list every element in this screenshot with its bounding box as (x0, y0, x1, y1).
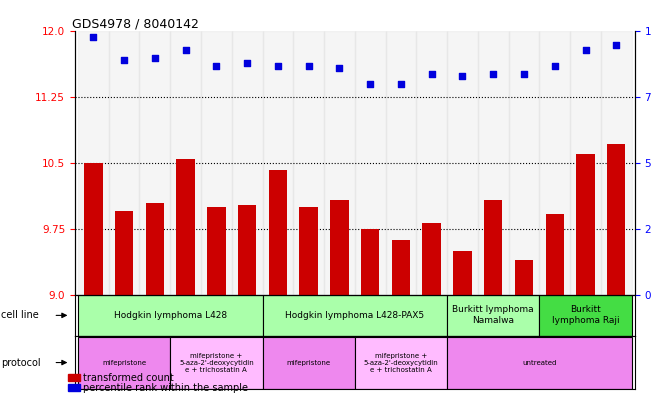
Bar (68, 374, 80, 381)
Point (273, 62, 283, 69)
Bar (201, 31, 232, 295)
Point (303, 62, 314, 69)
Bar (355, 31, 385, 295)
Bar (207, 207, 226, 295)
Bar (109, 31, 139, 295)
Point (396, 81, 406, 87)
Bar (422, 223, 441, 295)
Text: Hodgkin lymphoma L428-PAX5: Hodgkin lymphoma L428-PAX5 (285, 311, 424, 320)
Point (519, 70, 529, 77)
Bar (447, 31, 478, 295)
Bar (417, 31, 447, 295)
Text: Burkitt
lymphoma Raji: Burkitt lymphoma Raji (551, 305, 619, 325)
Text: GDS4978 / 8040142: GDS4978 / 8040142 (72, 17, 199, 30)
Bar (78, 336, 170, 389)
Bar (385, 31, 417, 295)
Point (211, 62, 221, 69)
Bar (478, 31, 508, 295)
Point (150, 55, 160, 61)
Point (611, 42, 622, 48)
Bar (232, 31, 262, 295)
Point (426, 70, 437, 77)
Bar (361, 229, 380, 295)
Bar (607, 144, 626, 295)
Bar (262, 295, 447, 336)
Bar (78, 31, 109, 295)
Bar (269, 170, 287, 295)
Text: mifepristone +
5-aza-2'-deoxycytidin
e + trichostatin A: mifepristone + 5-aza-2'-deoxycytidin e +… (363, 353, 438, 373)
Bar (601, 31, 631, 295)
Point (488, 70, 499, 77)
Text: mifepristone: mifepristone (286, 360, 331, 365)
Text: protocol: protocol (1, 358, 41, 367)
Text: mifepristone: mifepristone (102, 360, 146, 365)
Bar (447, 295, 540, 336)
Point (457, 73, 467, 79)
Point (549, 62, 560, 69)
Point (365, 81, 376, 87)
Bar (139, 31, 170, 295)
Text: untreated: untreated (522, 360, 557, 365)
Bar (78, 295, 262, 336)
Bar (515, 260, 533, 295)
Point (334, 65, 344, 72)
Point (119, 57, 130, 64)
Bar (546, 214, 564, 295)
Text: Burkitt lymphoma
Namalwa: Burkitt lymphoma Namalwa (452, 305, 534, 325)
Bar (176, 159, 195, 295)
Bar (170, 31, 201, 295)
Text: Hodgkin lymphoma L428: Hodgkin lymphoma L428 (114, 311, 227, 320)
Bar (262, 31, 293, 295)
Point (580, 47, 590, 53)
Bar (146, 203, 164, 295)
Bar (453, 251, 472, 295)
Bar (299, 207, 318, 295)
Bar (330, 200, 349, 295)
Text: cell line: cell line (1, 310, 39, 320)
Point (242, 60, 253, 66)
Bar (115, 211, 133, 295)
Bar (262, 336, 355, 389)
Bar (484, 200, 503, 295)
Bar (576, 154, 595, 295)
Bar (540, 295, 631, 336)
Bar (170, 336, 262, 389)
Text: mifepristone +
5-aza-2'-deoxycytidin
e + trichostatin A: mifepristone + 5-aza-2'-deoxycytidin e +… (179, 353, 254, 373)
Bar (508, 31, 540, 295)
Point (180, 47, 191, 53)
Bar (68, 384, 80, 391)
Point (88, 33, 98, 40)
Text: transformed count: transformed count (83, 373, 173, 383)
Bar (293, 31, 324, 295)
Bar (540, 31, 570, 295)
Bar (324, 31, 355, 295)
Text: percentile rank within the sample: percentile rank within the sample (83, 383, 247, 393)
Bar (447, 336, 631, 389)
Bar (392, 241, 410, 295)
Bar (570, 31, 601, 295)
Bar (238, 205, 256, 295)
Bar (84, 163, 103, 295)
Bar (355, 336, 447, 389)
